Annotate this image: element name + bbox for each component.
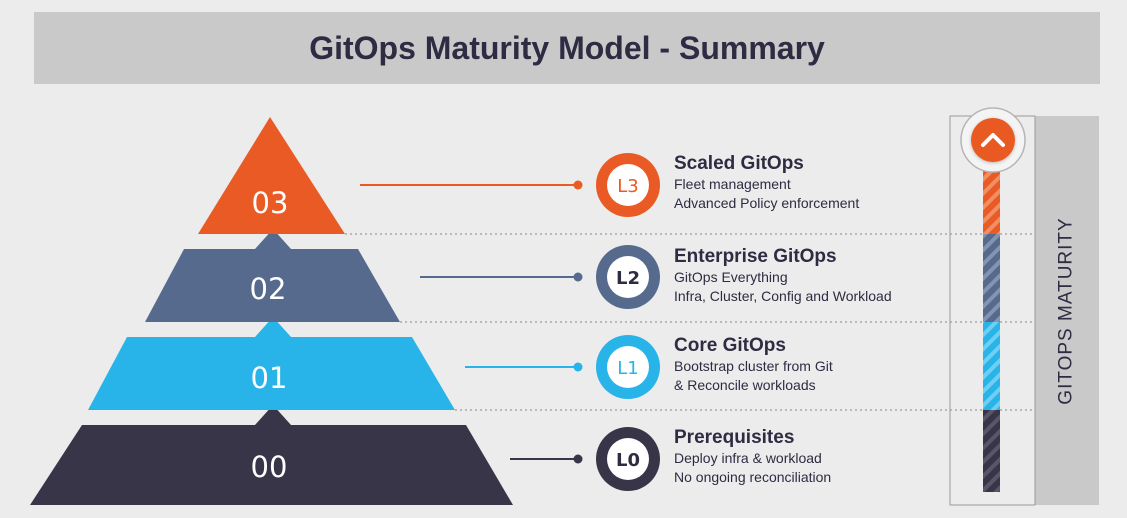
level-detail-line: Bootstrap cluster from Git	[674, 358, 833, 374]
level-badge-l3: L3	[596, 153, 660, 217]
level-detail-line: Fleet management	[674, 176, 791, 192]
tier-shape-00	[30, 405, 513, 505]
chevron-up-icon	[960, 107, 1026, 173]
level-detail-line: Advanced Policy enforcement	[674, 195, 860, 211]
level-detail-line: Deploy infra & workload	[674, 450, 822, 466]
maturity-bar-l3	[983, 158, 1000, 234]
tier-shape-03	[198, 117, 345, 234]
level-info-l2: Enterprise GitOps GitOps Everything Infr…	[674, 246, 892, 306]
level-title: Scaled GitOps	[674, 153, 804, 174]
level-badge-label: L1	[617, 358, 638, 379]
maturity-axis-text: GITOPS MATURITY	[1056, 216, 1078, 405]
level-badge-label: L2	[616, 268, 640, 289]
level-badge-label: L0	[616, 450, 640, 471]
level-detail-line: & Reconcile workloads	[674, 377, 816, 393]
maturity-bar-l1	[983, 322, 1000, 410]
level-info-l3: Scaled GitOps Fleet management Advanced …	[674, 153, 859, 213]
connector-l0	[510, 454, 583, 464]
level-badge-label: L3	[617, 176, 638, 197]
tier-number-03: 03	[252, 186, 289, 220]
tier-shape-02	[145, 229, 400, 322]
level-badge-l2: L2	[596, 245, 660, 309]
level-title: Prerequisites	[674, 427, 795, 448]
maturity-bar-l0	[983, 410, 1000, 492]
tier-shape-01	[88, 317, 455, 410]
maturity-bar-l2	[983, 234, 1000, 322]
level-detail-line: No ongoing reconciliation	[674, 469, 832, 485]
level-badge-l1: L1	[596, 335, 660, 399]
tier-number-02: 02	[250, 272, 287, 306]
title-banner: GitOps Maturity Model - Summary	[34, 12, 1100, 84]
connector-l1	[465, 362, 583, 372]
tier-number-01: 01	[251, 361, 288, 395]
maturity-axis-panel	[1035, 116, 1099, 505]
level-info-l1: Core GitOps Bootstrap cluster from Git &…	[674, 335, 833, 395]
connector-l2	[420, 272, 583, 282]
level-detail-line: Infra, Cluster, Config and Workload	[674, 288, 892, 304]
level-title: Enterprise GitOps	[674, 246, 837, 267]
level-separators	[345, 233, 1035, 411]
level-badge-l0: L0	[596, 427, 660, 491]
page-title: GitOps Maturity Model - Summary	[309, 29, 825, 66]
tier-number-00: 00	[251, 450, 288, 484]
level-title: Core GitOps	[674, 335, 786, 356]
level-detail-line: GitOps Everything	[674, 269, 788, 285]
connector-l3	[360, 180, 583, 190]
maturity-axis-label: GITOPS MATURITY	[1035, 116, 1099, 505]
level-info-l0: Prerequisites Deploy infra & workload No…	[674, 427, 831, 487]
